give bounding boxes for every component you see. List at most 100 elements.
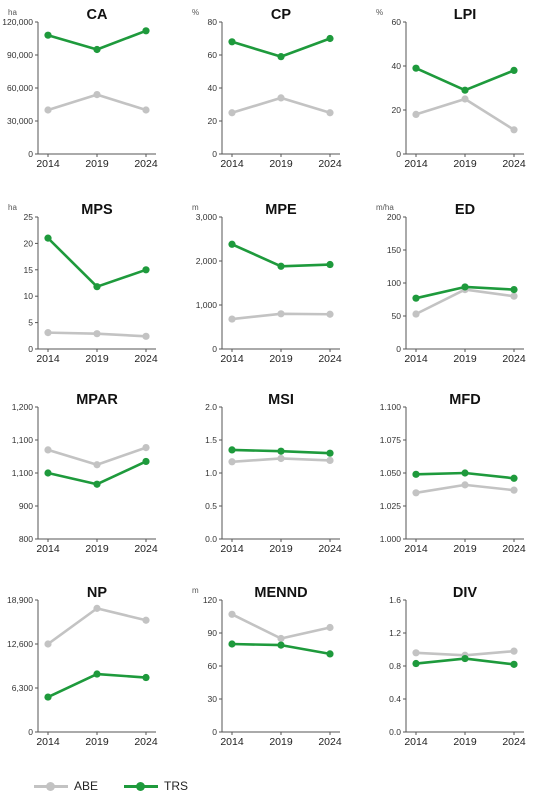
data-point-trs — [326, 34, 334, 43]
chart-panel-ed: 0 50 100 150 200 2014 2019 2024 m/ha ED — [368, 195, 548, 370]
chart-svg: 800 900 1,100 1,100 1,200 2014 2019 2024 MPAR — [12, 392, 158, 555]
y-tick-label: 1.100 — [380, 402, 402, 412]
data-point-trs — [44, 693, 52, 701]
chart-title: DIV — [453, 585, 478, 601]
y-tick-label: 1,100 — [12, 468, 34, 478]
y-tick-label: 0.0 — [205, 534, 217, 544]
y-tick-label: 0 — [28, 727, 33, 737]
x-tick-label: 2024 — [134, 158, 158, 170]
x-tick-label: 2019 — [269, 543, 293, 555]
data-point-trs — [93, 283, 101, 291]
data-point-trs — [93, 670, 101, 678]
chart-panel-lpi: 0 20 40 60 2014 2019 2024% LPI — [368, 0, 548, 175]
y-tick-label: 800 — [19, 534, 33, 544]
data-point-abe — [44, 329, 52, 337]
y-tick-label: 100 — [387, 278, 401, 288]
series-line-abe — [231, 613, 331, 640]
y-tick-label: 18,900 — [7, 595, 33, 605]
chart-legend: ABE TRS — [34, 776, 214, 796]
data-point-abe — [326, 623, 334, 632]
y-tick-label: 120 — [203, 595, 217, 605]
y-tick-label: 90,000 — [7, 50, 33, 60]
data-point-trs — [228, 640, 236, 648]
y-tick-label: 60 — [392, 17, 402, 27]
x-tick-label: 2019 — [453, 736, 477, 748]
x-tick-label: 2024 — [318, 736, 342, 748]
x-tick-label: 2014 — [404, 543, 428, 555]
y-tick-label: 20 — [392, 105, 402, 115]
data-point-abe — [93, 604, 101, 612]
data-point-abe — [461, 481, 469, 489]
x-tick-label: 2024 — [502, 543, 526, 555]
y-tick-label: 2.0 — [205, 402, 217, 412]
x-tick-label: 2019 — [85, 543, 109, 555]
chart-svg: 0 1,000 2,000 3,000 2014 2019 2024 m MPE — [192, 202, 342, 365]
y-tick-label: 1.075 — [380, 435, 402, 445]
data-point-trs — [412, 470, 420, 478]
data-point-abe — [228, 315, 236, 323]
y-tick-label: 1,000 — [196, 300, 218, 310]
data-point-trs — [277, 447, 285, 455]
x-tick-label: 2019 — [85, 353, 109, 365]
data-point-abe — [510, 647, 518, 655]
chart-svg: 0 5 10 15 20 25 2014 2019 2024 ha MPS — [8, 202, 158, 365]
y-tick-label: 1.050 — [380, 468, 402, 478]
y-unit-label: ha — [8, 8, 17, 17]
y-unit-label: m — [192, 586, 199, 595]
chart-svg: 1.000 1.025 1.050 1.075 1.100 2014 2019 2024 MFD — [380, 392, 526, 555]
data-point-abe — [277, 454, 285, 463]
x-tick-label: 2014 — [220, 158, 244, 170]
data-point-trs — [228, 240, 236, 248]
y-tick-label: 0 — [396, 344, 401, 354]
x-tick-label: 2014 — [36, 158, 60, 170]
data-point-trs — [93, 480, 101, 488]
legend-swatch-abe — [34, 780, 68, 792]
chart-title: CA — [87, 7, 108, 23]
chart-svg: 0 6,300 12,600 18,900 2014 2019 2024 NP — [7, 585, 158, 748]
data-point-abe — [93, 91, 101, 99]
chart-svg: 0 30,000 60,000 90,000 120,000 2014 2019 2024 ha… — [2, 7, 158, 170]
data-point-abe — [228, 109, 236, 117]
chart-title: NP — [87, 585, 107, 601]
legend-swatch-trs — [124, 780, 159, 792]
data-point-trs — [461, 654, 469, 663]
chart-grid: 0 30,000 60,000 90,000 120,000 2014 2019 2024 ha… — [2, 0, 548, 753]
data-point-abe — [44, 446, 52, 454]
y-tick-label: 12,600 — [7, 639, 33, 649]
chart-title: MENND — [254, 585, 307, 601]
data-point-abe — [412, 649, 420, 657]
x-tick-label: 2019 — [269, 353, 293, 365]
y-unit-label: % — [376, 8, 383, 17]
y-tick-label: 2,000 — [196, 256, 218, 266]
legend-label-trs: TRS — [164, 779, 189, 793]
y-tick-label: 0 — [212, 149, 217, 159]
data-point-abe — [412, 489, 420, 497]
data-point-abe — [93, 461, 101, 469]
data-point-abe — [277, 94, 285, 102]
data-point-abe — [510, 292, 518, 300]
chart-panel-mennd: 0 30 60 90 120 2014 2019 2024 m MENND — [184, 578, 364, 753]
data-point-trs — [510, 660, 518, 668]
y-tick-label: 30 — [208, 694, 218, 704]
y-tick-label: 1,200 — [12, 402, 34, 412]
chart-panel-div: 0.0 0.4 0.8 1.2 1.6 2014 2019 2024 DIV — [368, 578, 548, 753]
legend-item-trs: TRS — [124, 779, 188, 793]
y-tick-label: 10 — [24, 291, 34, 301]
y-tick-label: 0 — [28, 344, 33, 354]
data-point-trs — [44, 469, 52, 477]
y-tick-label: 0.0 — [389, 727, 401, 737]
data-point-trs — [461, 283, 469, 291]
x-tick-label: 2014 — [404, 736, 428, 748]
data-point-abe — [326, 456, 334, 465]
x-tick-label: 2024 — [318, 158, 342, 170]
legend-label-abe: ABE — [74, 779, 99, 793]
y-unit-label: m — [192, 203, 199, 212]
x-tick-label: 2014 — [220, 543, 244, 555]
y-tick-label: 0 — [212, 727, 217, 737]
data-point-abe — [142, 616, 150, 624]
data-point-trs — [510, 286, 518, 294]
y-tick-label: 0 — [212, 344, 217, 354]
data-point-trs — [461, 86, 469, 94]
x-tick-label: 2014 — [36, 543, 60, 555]
x-tick-label: 2019 — [85, 736, 109, 748]
